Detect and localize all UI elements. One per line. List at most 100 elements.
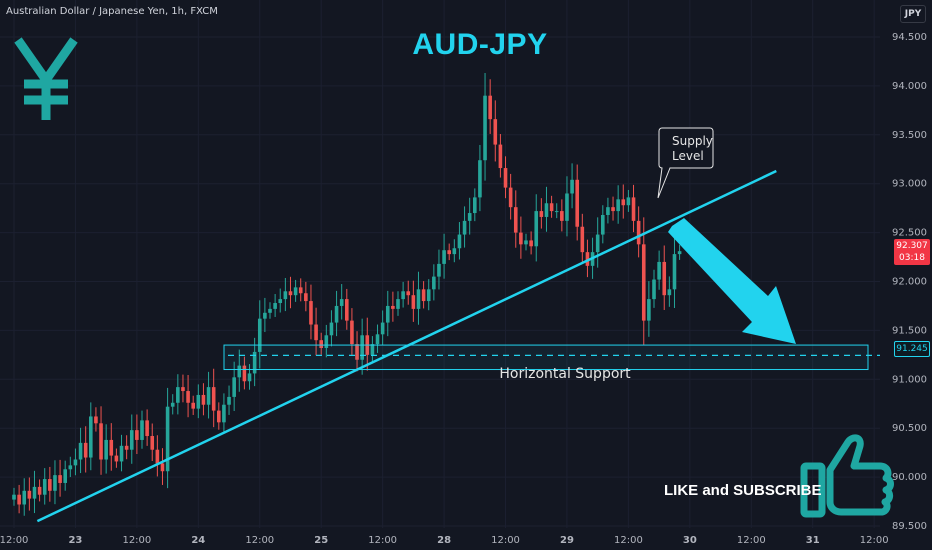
ascending-trendline[interactable] [36,169,777,523]
candle-body [345,299,349,321]
candle [114,448,119,468]
candle [667,276,672,307]
candle-body [17,494,21,505]
candle-body [48,479,52,491]
candle-body [263,312,267,319]
candle [78,427,83,474]
candle [48,466,52,502]
candle-body [636,220,641,245]
candle-body [257,318,262,352]
candle [519,216,523,259]
candle [263,297,267,333]
candle [283,277,288,312]
support-zone-box[interactable] [223,344,869,371]
candle [217,402,221,430]
candle [631,184,636,233]
candle [104,424,108,474]
candle [278,288,283,313]
y-tick-label: 93.000 [892,179,927,190]
x-tick-label: 24 [191,535,205,546]
candle-body [529,240,533,247]
candle-body [309,301,313,325]
candle [534,194,539,262]
candle [462,206,467,248]
currency-badge[interactable]: JPY [900,5,926,23]
candle [493,100,498,162]
candle [452,239,457,263]
candle [196,384,201,419]
candle [339,284,344,320]
candle [529,231,533,255]
candle-body [513,207,518,233]
candle [401,281,405,308]
y-tick-label: 94.500 [892,32,927,43]
y-tick-label: 89.500 [892,521,927,532]
candle-body [519,232,523,245]
candle [385,290,390,337]
candle-body [170,402,175,407]
candle-body [391,305,395,309]
headline-title: AUD-JPY [412,28,548,61]
candle-body [73,459,78,466]
candle [432,264,436,301]
candle-body [129,430,134,450]
symbol-title[interactable]: Australian Dollar / Japanese Yen, 1h, FX… [6,6,218,17]
candle [585,239,590,278]
candle [575,164,579,241]
candle-body [211,387,216,411]
candle-body [595,234,600,253]
candle [222,393,226,433]
candle-body [585,252,590,266]
y-tick-label: 90.500 [892,423,927,434]
candle-body [478,160,482,198]
candle [89,402,93,471]
candle [293,279,298,302]
candle [524,233,528,251]
candle [37,479,42,502]
candle-body [334,305,339,323]
candle-body [432,276,436,290]
candle [135,414,139,455]
candle-body [657,261,661,280]
candle [73,448,78,476]
candle-body [206,387,211,405]
candle-body [27,490,32,499]
candle [63,460,67,491]
candle-body [145,420,149,437]
candle [83,426,88,473]
candle-body [401,291,405,300]
candle [27,477,32,511]
thumbs-up-icon [800,434,894,518]
candle-body [319,340,323,349]
candle [186,374,190,418]
current-price-tag: 92.307 03:18 [894,239,930,265]
candle-body [534,211,539,247]
candle [570,163,574,209]
candle [662,245,667,310]
candle [309,284,313,340]
candle-body [641,244,646,321]
candle [155,435,160,477]
candle [641,217,646,345]
candle-body [89,416,93,458]
candle [544,186,549,232]
candle [165,387,170,489]
candle [350,308,354,356]
candle [304,281,308,312]
candle [421,281,426,309]
candle-body [667,289,672,296]
candle-body [339,299,344,306]
candle [549,195,554,218]
candle-body [508,187,513,208]
candle-body [135,430,139,440]
candle-body [114,455,119,462]
candle [119,434,124,472]
candle-body [483,95,487,161]
candle-body [467,213,472,221]
y-tick-label: 94.000 [892,81,927,92]
candle-body [217,410,221,423]
candle-body [580,226,585,253]
candle [370,336,375,363]
